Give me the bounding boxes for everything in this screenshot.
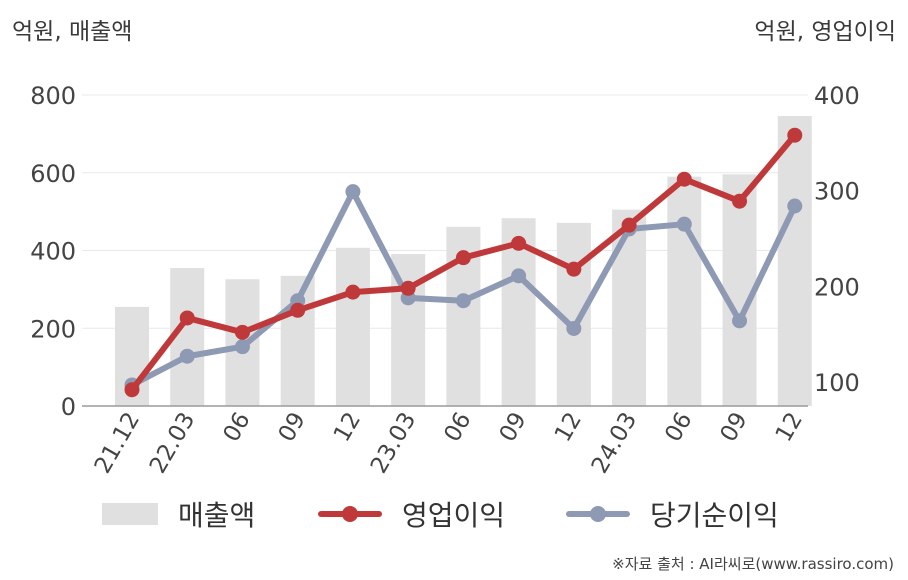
legend-swatch-revenue: [102, 503, 158, 525]
point-영업이익: [234, 324, 250, 340]
y-left-tick-label: 800: [30, 82, 76, 110]
bar-revenue: [722, 174, 757, 406]
point-당기순이익: [179, 348, 195, 364]
point-당기순이익: [234, 339, 250, 355]
x-tick-label: 06: [660, 408, 697, 446]
x-tick-label: 23.03: [366, 408, 421, 478]
source-note: ※자료 출처 : AI라씨로(www.rassiro.com): [612, 555, 894, 573]
point-영업이익: [290, 302, 306, 318]
point-당기순이익: [455, 293, 471, 309]
point-당기순이익: [511, 268, 527, 284]
profit-lines: [124, 127, 803, 398]
x-tick-label: 22.03: [145, 408, 200, 478]
x-tick-label: 12: [771, 408, 808, 446]
legend: 매출액 영업이익 당기순이익: [0, 492, 908, 536]
bar-revenue: [612, 209, 647, 406]
point-영업이익: [732, 193, 748, 209]
point-영업이익: [179, 310, 195, 326]
y-left-tick-label: 600: [30, 160, 76, 188]
y-right-tick-label: 300: [814, 178, 860, 206]
point-영업이익: [787, 127, 803, 143]
y-right-tick-label: 100: [814, 369, 860, 397]
legend-item-operating-profit: 영업이익: [318, 492, 505, 536]
x-tick-label: 09: [274, 408, 311, 446]
y-left-tick-label: 0: [61, 393, 76, 421]
point-영업이익: [511, 235, 527, 251]
x-tick-label: 12: [550, 408, 587, 446]
revenue-bars: [115, 115, 812, 407]
point-당기순이익: [345, 184, 361, 200]
x-tick-label: 21.12: [90, 408, 145, 478]
x-tick-label: 09: [495, 408, 532, 446]
point-당기순이익: [676, 216, 692, 232]
bar-revenue: [667, 176, 702, 406]
point-영업이익: [345, 284, 361, 300]
x-tick-label: 06: [219, 408, 256, 446]
x-tick-label: 09: [716, 408, 753, 446]
legend-label-revenue: 매출액: [178, 499, 256, 532]
point-영업이익: [400, 280, 416, 296]
left-axis-unit-label: 억원, 매출액: [12, 19, 133, 45]
x-tick-label: 06: [439, 408, 476, 446]
bar-revenue: [335, 247, 370, 406]
y-right-tick-label: 200: [814, 273, 860, 301]
combo-chart: 0 200 400 600 800 100 200 300 400 21.12 22.03 06 09 1…: [30, 82, 860, 478]
legend-item-revenue: 매출액: [102, 492, 255, 536]
x-tick-label: 12: [329, 408, 366, 446]
legend-swatch-net-income: [566, 503, 630, 525]
right-axis-unit-label: 억원, 영업이익: [754, 19, 896, 45]
y-left-tick-label: 400: [30, 238, 76, 266]
x-tick-label: 24.03: [587, 408, 642, 478]
bar-revenue: [777, 115, 812, 407]
y-right-tick-label: 400: [814, 82, 860, 110]
point-영업이익: [676, 171, 692, 187]
point-영업이익: [124, 382, 140, 398]
point-당기순이익: [787, 198, 803, 214]
legend-item-net-income: 당기순이익: [566, 492, 779, 536]
point-당기순이익: [732, 313, 748, 329]
legend-label-operating-profit: 영업이익: [402, 499, 506, 532]
legend-label-net-income: 당기순이익: [650, 499, 779, 532]
point-당기순이익: [566, 320, 582, 336]
point-영업이익: [455, 250, 471, 266]
point-영업이익: [566, 261, 582, 277]
point-영업이익: [621, 217, 637, 233]
legend-swatch-operating-profit: [318, 503, 382, 525]
y-left-tick-label: 200: [30, 315, 76, 343]
